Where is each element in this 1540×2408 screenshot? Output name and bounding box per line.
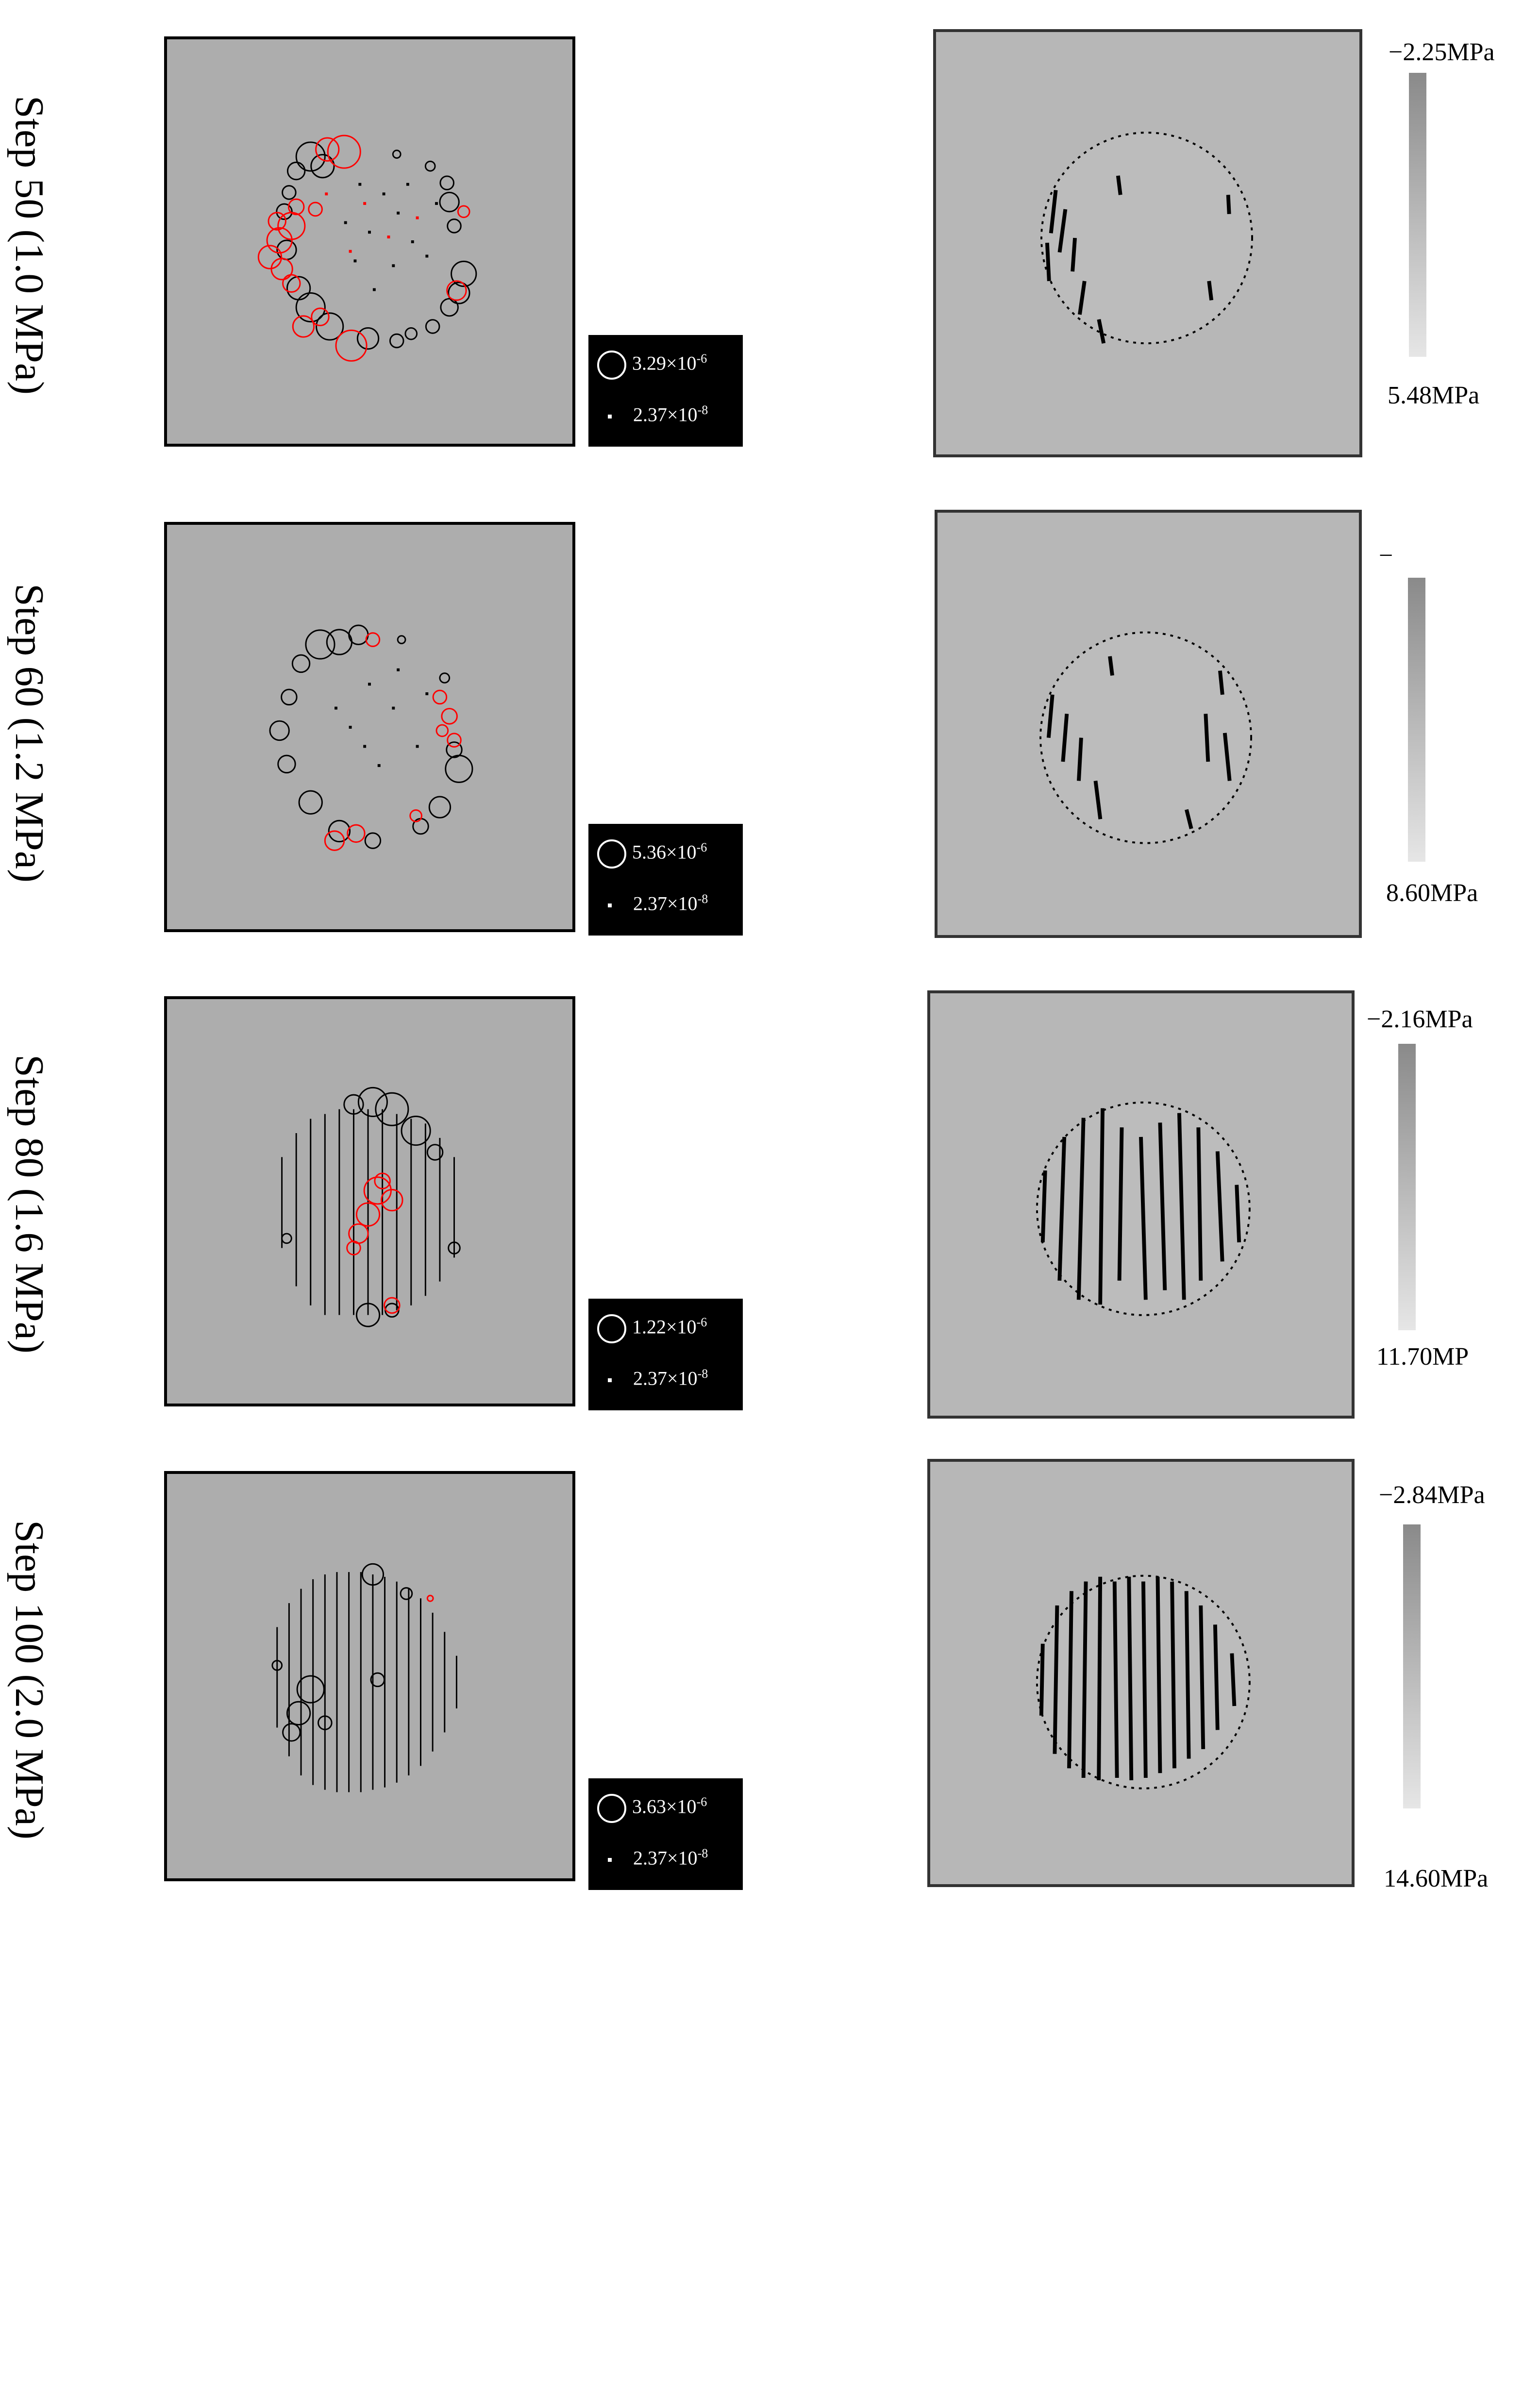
legend-min-value: 2.37×10 bbox=[633, 892, 698, 915]
stress-color-scale-bar bbox=[1409, 73, 1426, 357]
stress-map-panel-step-60 bbox=[935, 510, 1362, 938]
stress-scale-bottom-label: 5.48MPa bbox=[1388, 382, 1480, 409]
legend-min-value: 2.37×10 bbox=[633, 1367, 698, 1389]
ae-event-panel-step-60 bbox=[164, 522, 575, 932]
stress-map-image bbox=[1036, 1574, 1251, 1789]
stress-map-panel-step-50 bbox=[933, 29, 1362, 457]
stress-color-scale-bar bbox=[1398, 1044, 1416, 1330]
legend-max-exponent: -6 bbox=[696, 840, 707, 854]
small-event-dot-icon bbox=[608, 903, 612, 907]
small-event-dot-icon bbox=[608, 1858, 612, 1862]
stress-color-scale-bar bbox=[1408, 578, 1425, 862]
legend-min-value: 2.37×10 bbox=[633, 1847, 698, 1869]
ae-event-panel-step-100 bbox=[164, 1471, 575, 1881]
stress-scale-top-label: −2.16MPa bbox=[1367, 1005, 1473, 1033]
ae-event-panel-step-80 bbox=[164, 996, 575, 1406]
stress-scale-top-label: −2.25MPa bbox=[1389, 38, 1495, 66]
magnitude-legend-step-100: 3.63×10-6 2.37×10-8 bbox=[588, 1778, 743, 1890]
small-event-dot-icon bbox=[608, 1378, 612, 1382]
legend-min-exponent: -8 bbox=[697, 403, 708, 417]
large-event-circle-icon bbox=[597, 1794, 626, 1823]
ae-event-plot bbox=[281, 1087, 461, 1327]
legend-max-exponent: -6 bbox=[696, 351, 707, 366]
stress-scale-bottom-label: 8.60MPa bbox=[1386, 879, 1478, 907]
stress-map-panel-step-100 bbox=[927, 1459, 1355, 1887]
legend-min-exponent: -8 bbox=[697, 892, 708, 906]
legend-min-exponent: -8 bbox=[697, 1367, 708, 1381]
stress-scale-bottom-label: 14.60MPa bbox=[1384, 1865, 1489, 1892]
large-event-circle-icon bbox=[597, 839, 626, 869]
stress-color-scale-bar bbox=[1403, 1524, 1421, 1808]
stress-map-image bbox=[1040, 132, 1254, 345]
ae-event-plot bbox=[269, 624, 473, 851]
magnitude-legend-step-80: 1.22×10-6 2.37×10-8 bbox=[588, 1299, 743, 1410]
legend-max-exponent: -6 bbox=[696, 1795, 707, 1809]
stress-scale-bottom-label: 11.70MP bbox=[1376, 1343, 1469, 1371]
stress-scale-top-label: −2.84MPa bbox=[1379, 1481, 1485, 1509]
large-event-circle-icon bbox=[597, 351, 626, 380]
ae-event-panel-step-50 bbox=[164, 36, 575, 447]
stress-map-image bbox=[1039, 631, 1253, 844]
row-label-step-100: Step 100 (2.0 MPa) bbox=[7, 1520, 52, 1839]
legend-min-value: 2.37×10 bbox=[633, 403, 698, 426]
magnitude-legend-step-50: 3.29×10-6 2.37×10-8 bbox=[588, 335, 743, 447]
stress-scale-top-label: − bbox=[1379, 542, 1393, 569]
legend-min-exponent: -8 bbox=[697, 1846, 708, 1860]
legend-max-value: 3.29×10 bbox=[632, 352, 697, 374]
large-event-circle-icon bbox=[597, 1314, 626, 1343]
small-event-dot-icon bbox=[608, 415, 612, 418]
legend-max-value: 3.63×10 bbox=[632, 1795, 697, 1818]
magnitude-legend-step-60: 5.36×10-6 2.37×10-8 bbox=[588, 824, 743, 936]
legend-max-value: 1.22×10 bbox=[632, 1316, 697, 1338]
ae-event-plot bbox=[257, 134, 477, 362]
legend-max-value: 5.36×10 bbox=[632, 841, 697, 863]
stress-map-image bbox=[1036, 1101, 1251, 1316]
ae-event-plot bbox=[271, 1563, 457, 1792]
legend-max-exponent: -6 bbox=[696, 1315, 707, 1329]
stress-map-panel-step-80 bbox=[927, 990, 1355, 1419]
